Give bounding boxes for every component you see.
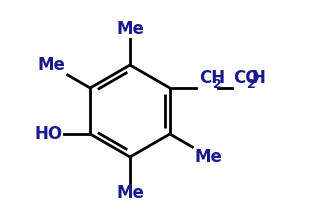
Text: Me: Me (116, 20, 144, 38)
Text: H: H (252, 69, 266, 87)
Text: 2: 2 (213, 78, 222, 91)
Text: Me: Me (194, 148, 222, 166)
Text: 2: 2 (247, 78, 255, 91)
Text: CH: CH (199, 69, 225, 87)
Text: Me: Me (38, 56, 66, 74)
Text: Me: Me (116, 184, 144, 202)
Text: CO: CO (233, 69, 259, 87)
Text: HO: HO (34, 125, 62, 143)
